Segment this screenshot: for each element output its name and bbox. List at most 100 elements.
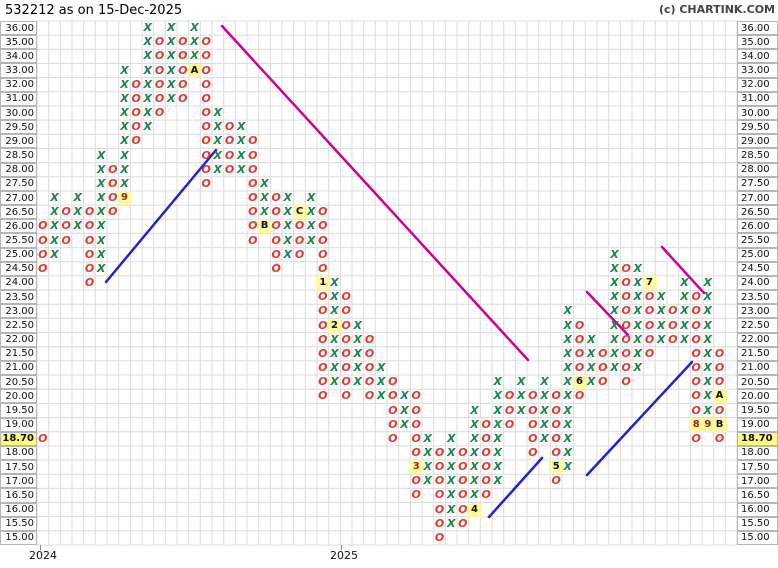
pnf-x-mark: X [306,191,316,204]
pnf-month-marker: 1 [315,276,330,290]
pnf-o-mark: O [574,318,585,332]
pnf-x-mark: X [540,375,549,389]
pnf-o-mark: O [411,474,421,488]
price-label-right: 25.50 [737,233,778,248]
pnf-x-mark: X [166,49,176,63]
pnf-x-mark: X [703,403,713,417]
pnf-o-mark: O [318,205,328,219]
pnf-x-mark: X [330,276,339,289]
price-label-left: 21.50 [0,346,37,361]
price-label-right: 23.00 [737,304,778,319]
pnf-o-mark: O [318,389,328,403]
pnf-x-mark: X [353,318,363,332]
pnf-o-mark: O [714,361,725,374]
pnf-x-mark: X [563,361,573,374]
pnf-x-mark: X [470,417,479,431]
pnf-o-mark: O [318,318,328,332]
pnf-x-mark: X [376,389,386,403]
pnf-o-mark: O [84,205,95,219]
pnf-x-mark: X [423,431,433,445]
pnf-x-mark: X [446,445,456,459]
pnf-x-mark: X [143,91,153,105]
pnf-x-mark: X [703,332,713,346]
price-label-right: 31.00 [737,91,778,106]
pnf-month-marker: B [712,417,727,432]
pnf-x-mark: X [120,148,129,162]
pnf-o-mark: O [154,63,165,77]
price-label-right: 32.00 [737,77,778,92]
pnf-month-marker: 2 [327,318,342,333]
trend-line-bear-resistance-short-2 [660,245,706,295]
pnf-x-mark: X [330,304,339,318]
pnf-x-mark: X [563,389,573,403]
pnf-x-mark: X [680,304,689,318]
pnf-o-mark: O [61,219,71,233]
pnf-x-mark: X [446,502,456,516]
pnf-o-mark: O [318,261,328,275]
pnf-o-mark: O [271,205,281,219]
pnf-o-mark: O [224,162,235,176]
pnf-o-mark: O [691,431,701,445]
price-label-left: 19.00 [0,417,37,432]
pnf-x-mark: X [656,304,666,318]
pnf-o-mark: O [38,431,48,445]
pnf-o-mark: O [294,247,305,261]
pnf-o-mark: O [341,304,351,318]
pnf-o-mark: O [224,148,235,162]
pnf-o-mark: O [668,318,678,332]
pnf-o-mark: O [131,91,141,105]
pnf-x-mark: X [656,332,666,346]
pnf-o-mark: O [668,304,678,318]
pnf-x-mark: X [423,445,433,459]
price-label-left: 20.50 [0,375,37,390]
pnf-month-marker: A [187,63,202,78]
pnf-x-mark: X [563,318,573,332]
price-label-left: 16.00 [0,502,37,517]
price-label-left: 29.50 [0,120,37,135]
copyright-text: (c) CHARTINK.COM [658,3,775,16]
pnf-o-mark: O [691,304,701,318]
pnf-o-mark: O [551,445,561,459]
pnf-x-mark: X [633,318,643,332]
pnf-o-mark: O [388,431,398,445]
pnf-o-mark: O [644,332,655,346]
pnf-o-mark: O [551,389,561,403]
price-label-right: 27.00 [737,190,778,206]
pnf-x-mark: X [120,91,129,105]
pnf-month-marker: 4 [467,502,482,517]
pnf-x-mark: X [446,488,456,502]
pnf-o-mark: O [434,516,445,530]
pnf-x-mark: X [236,162,246,176]
pnf-x-mark: X [610,361,619,374]
pnf-x-mark: X [563,403,573,417]
pnf-o-mark: O [154,77,165,91]
pnf-x-mark: X [563,417,573,431]
pnf-x-mark: X [446,516,456,530]
pnf-o-mark: O [318,346,328,360]
pnf-o-mark: O [388,389,398,403]
pnf-x-mark: X [120,63,129,77]
pnf-o-mark: O [458,474,468,488]
pnf-x-mark: X [586,346,596,360]
pnf-x-mark: X [120,120,129,134]
pnf-x-mark: X [50,247,59,261]
pnf-o-mark: O [621,361,631,374]
price-label-right: 16.00 [737,502,778,517]
pnf-x-mark: X [563,445,573,459]
pnf-x-mark: X [120,134,129,148]
pnf-o-mark: O [248,148,258,162]
pnf-o-mark: O [714,403,725,417]
price-label-left: 33.00 [0,63,37,78]
pnf-x-mark: X [493,460,503,474]
pnf-month-marker: 6 [572,375,587,390]
pnf-x-mark: X [610,318,619,332]
pnf-o-mark: O [201,176,211,190]
pnf-x-mark: X [563,431,573,445]
price-label-left: 29.00 [0,134,37,149]
pnf-x-mark: X [120,106,129,120]
pnf-o-mark: O [248,205,258,219]
pnf-o-mark: O [248,191,258,204]
pnf-o-mark: O [201,106,211,120]
pnf-x-mark: X [493,389,503,403]
